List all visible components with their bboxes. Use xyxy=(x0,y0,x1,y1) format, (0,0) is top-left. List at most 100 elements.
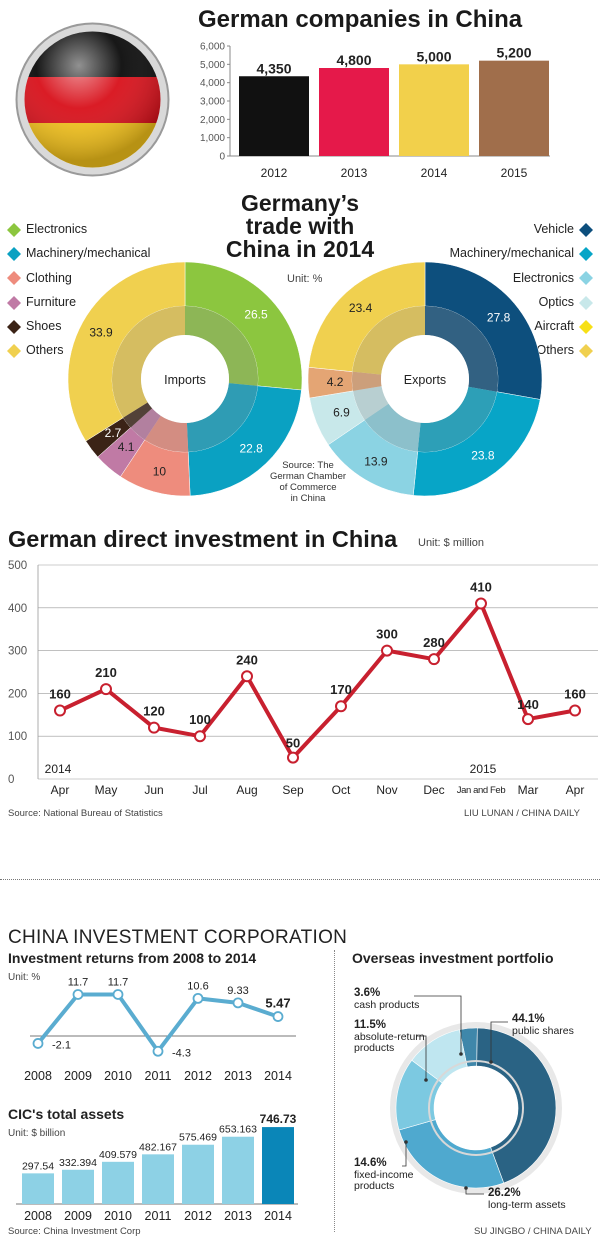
bar xyxy=(319,68,389,156)
leader-line xyxy=(416,1035,427,1080)
slice-name-label: absolute-return xyxy=(354,1031,425,1043)
x-tick-label: 2012 xyxy=(184,1069,212,1083)
legend-swatch-icon xyxy=(6,295,22,311)
trade-source-line: Source: The xyxy=(282,460,334,471)
leader-line xyxy=(402,1142,407,1167)
german-flag-icon xyxy=(15,22,170,177)
donut-inner-slice xyxy=(352,386,389,421)
legend-swatch-icon xyxy=(578,222,594,238)
returns-title: Investment returns from 2008 to 2014 xyxy=(8,950,257,966)
data-point xyxy=(232,997,244,1009)
bar xyxy=(62,1169,94,1204)
donut-inner-slice xyxy=(352,371,382,391)
slice-value-label: 2.7 xyxy=(105,426,122,440)
point-value-label: 50 xyxy=(286,736,300,751)
x-tick-label: Dec xyxy=(423,783,444,797)
slice-name-label: cash products xyxy=(354,999,419,1011)
y-tick-label: 6,000 xyxy=(200,42,225,53)
portfolio-title: Overseas investment portfolio xyxy=(352,950,554,966)
fdi-title: German direct investment in China xyxy=(8,526,398,552)
data-point xyxy=(287,751,299,764)
x-tick-label: 2013 xyxy=(224,1209,252,1223)
y-tick-label: 0 xyxy=(219,152,225,163)
y-tick-label: 100 xyxy=(8,731,27,743)
trade-title: Germany’s trade with China in 2014 xyxy=(200,192,400,261)
x-tick-label: Jun xyxy=(144,783,163,797)
year-label: 2014 xyxy=(45,762,72,776)
bar-value-label: 653.163 xyxy=(219,1124,257,1136)
legend-label: Electronics xyxy=(512,270,574,285)
slice-value-label: 23.8 xyxy=(471,449,495,463)
donut-hole xyxy=(141,335,229,423)
returns-unit: Unit: % xyxy=(8,972,41,983)
donut-inner-slice xyxy=(112,306,185,418)
leader-line xyxy=(465,1188,484,1195)
donut-inner-slice xyxy=(186,383,258,452)
point-value-label: 410 xyxy=(470,580,492,595)
donut-inner-slice xyxy=(425,306,498,392)
x-tick-label: 2014 xyxy=(264,1069,292,1083)
donut-inner-ring xyxy=(428,1060,524,1156)
point-value-label: 10.6 xyxy=(187,980,208,992)
point-value-label: 280 xyxy=(423,635,445,650)
x-tick-label: 2015 xyxy=(501,166,528,180)
data-point xyxy=(475,597,487,610)
legend-label: Electronics xyxy=(26,222,88,237)
portfolio-donut-chart: 3.6%cash products 44.1%public shares 26.2%… xyxy=(354,987,574,1211)
point-value-label: 100 xyxy=(189,712,211,727)
slice-value-label: 4.1 xyxy=(118,440,135,454)
legend-item: Others xyxy=(536,343,594,359)
point-value-label: 160 xyxy=(564,687,586,702)
assets-source: Source: China Investment Corp xyxy=(8,1226,141,1237)
legend-label: Clothing xyxy=(26,270,72,285)
legend-label: Machinery/mechanical xyxy=(26,246,151,261)
donut-inner-slice xyxy=(352,306,425,375)
fdi-unit: Unit: $ million xyxy=(418,537,485,549)
x-tick-label: Mar xyxy=(518,783,539,797)
bar xyxy=(102,1161,134,1204)
bar xyxy=(479,60,549,156)
trade-title-line: Germany’s xyxy=(240,190,360,216)
donut-inner-slice xyxy=(364,403,421,452)
x-tick-label: Apr xyxy=(566,783,585,797)
cic-divider xyxy=(334,950,335,1232)
point-value-label: 160 xyxy=(49,687,71,702)
legend-label: Vehicle xyxy=(533,222,574,237)
data-point xyxy=(335,700,347,713)
fdi-line xyxy=(59,601,576,760)
point-value-label: 120 xyxy=(143,704,165,719)
donut-center-label: Imports xyxy=(164,373,206,387)
y-tick-label: 3,000 xyxy=(200,97,225,108)
bar xyxy=(399,64,469,156)
flag-badge xyxy=(15,22,170,177)
legend-swatch-icon xyxy=(6,246,22,262)
legend-item: Machinery/mechanical xyxy=(6,246,150,262)
assets-unit: Unit: $ billion xyxy=(8,1128,66,1139)
x-tick-label: 2013 xyxy=(224,1069,252,1083)
x-tick-label: 2013 xyxy=(341,166,368,180)
x-tick-label: 2008 xyxy=(24,1069,52,1083)
data-point xyxy=(241,670,253,683)
legend-item: Vehicle xyxy=(534,222,594,238)
x-tick-label: Oct xyxy=(332,783,351,797)
data-point xyxy=(192,992,204,1004)
y-tick-label: 4,000 xyxy=(200,78,225,89)
data-point xyxy=(54,704,66,717)
data-point xyxy=(112,989,124,1000)
legend-swatch-icon xyxy=(578,246,594,262)
x-tick-label: 2010 xyxy=(104,1069,132,1083)
x-tick-label: 2009 xyxy=(64,1069,92,1083)
donut-inner-slice xyxy=(130,408,161,440)
legend-item: Aircraft xyxy=(534,319,594,335)
x-tick-label: Sep xyxy=(282,783,304,797)
point-value-label: 11.7 xyxy=(108,976,129,988)
slice-value-label: 26.5 xyxy=(244,307,268,321)
bar xyxy=(22,1173,54,1204)
y-tick-label: 200 xyxy=(8,688,27,700)
legend-swatch-icon xyxy=(6,319,22,335)
trade-source-line: German Chamber xyxy=(269,471,347,482)
fdi-credit: LIU LUNAN / CHINA DAILY xyxy=(464,808,580,819)
x-tick-label: 2011 xyxy=(145,1209,172,1223)
year-label: 2015 xyxy=(470,762,497,776)
data-point xyxy=(428,653,440,666)
